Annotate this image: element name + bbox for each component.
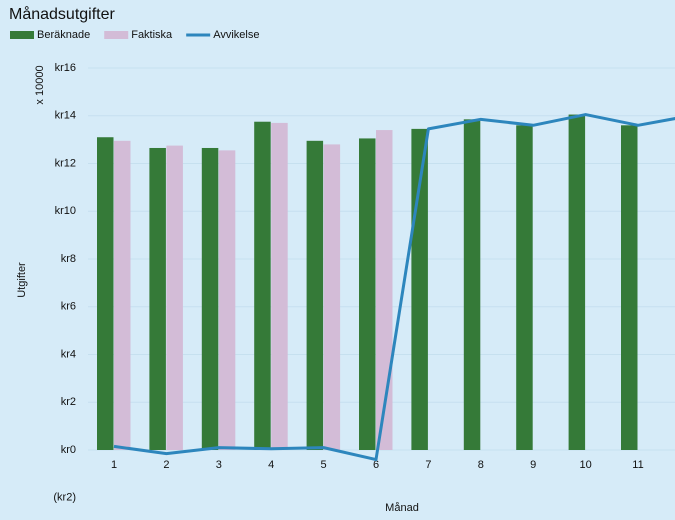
x-tick-label: 1	[111, 459, 117, 471]
bar	[97, 137, 114, 451]
x-axis-title: Månad	[385, 502, 419, 514]
x-tick-label: 10	[579, 459, 591, 471]
y-axis-title: Utgifter	[16, 262, 28, 298]
bar	[621, 125, 638, 451]
line-series	[113, 113, 675, 462]
legend-label: Beräknade	[37, 29, 90, 41]
bar	[376, 130, 393, 450]
bar	[201, 147, 219, 450]
bar	[254, 121, 271, 450]
x-tick-label: 4	[268, 459, 274, 471]
x-tick-label: 5	[321, 459, 327, 471]
y-tick-label: kr14	[55, 110, 76, 122]
x-tick-label: 9	[530, 459, 536, 471]
y-tick-label: kr2	[61, 396, 76, 408]
y-tick-label: kr16	[55, 62, 76, 74]
bar	[323, 144, 341, 450]
bar	[149, 147, 166, 450]
x-tick-label: 6	[373, 459, 379, 471]
y-unit-label: x 10000	[34, 65, 46, 104]
bar	[359, 138, 376, 450]
y-tick-label: (kr2)	[53, 492, 76, 504]
y-tick-label: kr12	[55, 157, 76, 169]
x-tick-label: 2	[163, 459, 169, 471]
x-tick-label: 8	[478, 459, 484, 471]
x-tick-label: 3	[216, 459, 222, 471]
y-tick-label: kr4	[61, 348, 76, 360]
bar	[568, 114, 586, 451]
y-tick-label: kr8	[61, 253, 76, 265]
y-tick-label: kr6	[61, 301, 76, 313]
bar	[166, 145, 183, 450]
bar	[463, 119, 481, 451]
bar	[218, 150, 236, 450]
bar	[516, 125, 533, 451]
legend-label: Faktiska	[131, 29, 173, 41]
y-tick-label: kr0	[61, 444, 76, 456]
bar	[271, 122, 288, 450]
legend-swatch	[10, 31, 34, 39]
bar	[306, 140, 324, 450]
y-tick-label: kr10	[55, 205, 76, 217]
chart-title: Månadsutgifter	[9, 5, 116, 23]
x-tick-label: 11	[632, 459, 643, 471]
bar	[114, 140, 131, 450]
legend-label: Avvikelse	[213, 29, 259, 41]
x-tick-label: 7	[425, 459, 431, 471]
legend-swatch	[104, 31, 129, 39]
